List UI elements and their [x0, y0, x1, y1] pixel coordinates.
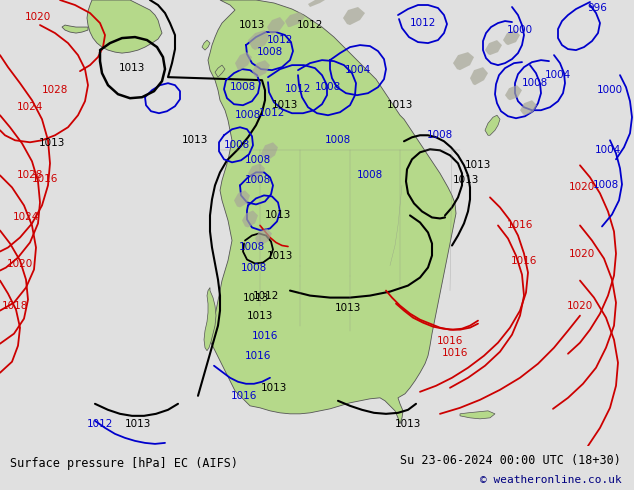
- Polygon shape: [242, 210, 258, 227]
- Polygon shape: [267, 17, 285, 35]
- Text: 1028: 1028: [17, 171, 43, 180]
- Text: 1000: 1000: [507, 25, 533, 35]
- Polygon shape: [460, 411, 495, 419]
- Text: 1016: 1016: [511, 255, 537, 266]
- Text: 1012: 1012: [87, 419, 113, 429]
- Polygon shape: [234, 191, 250, 207]
- Text: 1020: 1020: [7, 259, 33, 269]
- Polygon shape: [453, 52, 474, 70]
- Polygon shape: [520, 100, 537, 115]
- Text: 1008: 1008: [427, 130, 453, 140]
- Polygon shape: [485, 40, 502, 55]
- Polygon shape: [343, 7, 365, 25]
- Text: 1008: 1008: [325, 135, 351, 145]
- Text: 1008: 1008: [241, 263, 267, 272]
- Text: Surface pressure [hPa] EC (AIFS): Surface pressure [hPa] EC (AIFS): [10, 457, 238, 470]
- Polygon shape: [470, 67, 488, 85]
- Polygon shape: [248, 30, 270, 50]
- Text: 1020: 1020: [25, 12, 51, 22]
- Text: 1013: 1013: [239, 20, 265, 30]
- Text: 996: 996: [587, 3, 607, 13]
- Text: 1012: 1012: [410, 18, 436, 28]
- Text: 1013: 1013: [261, 383, 287, 393]
- Text: 1012: 1012: [297, 20, 323, 30]
- Text: 1012: 1012: [267, 35, 293, 45]
- Text: 1016: 1016: [252, 331, 278, 341]
- Text: 1020: 1020: [567, 301, 593, 311]
- Polygon shape: [285, 12, 305, 27]
- Text: 1000: 1000: [597, 85, 623, 95]
- Text: 1024: 1024: [13, 213, 39, 222]
- Text: 1016: 1016: [442, 348, 468, 358]
- Text: 1004: 1004: [345, 65, 371, 75]
- Polygon shape: [215, 65, 225, 77]
- Text: 1016: 1016: [437, 336, 463, 345]
- Text: 1016: 1016: [245, 351, 271, 361]
- Polygon shape: [255, 228, 272, 245]
- Text: 1013: 1013: [39, 138, 65, 148]
- Text: 1024: 1024: [17, 102, 43, 112]
- Text: 1013: 1013: [119, 63, 145, 73]
- Text: 1008: 1008: [357, 171, 383, 180]
- Polygon shape: [485, 115, 500, 135]
- Text: 1013: 1013: [453, 175, 479, 185]
- Text: 1013: 1013: [265, 210, 291, 221]
- Text: 1008: 1008: [224, 140, 250, 150]
- Text: 1008: 1008: [522, 78, 548, 88]
- Text: 1013: 1013: [395, 419, 421, 429]
- Text: 1013: 1013: [272, 100, 298, 110]
- Text: © weatheronline.co.uk: © weatheronline.co.uk: [479, 475, 621, 485]
- Polygon shape: [204, 288, 216, 351]
- Text: 1013: 1013: [465, 160, 491, 171]
- Text: 1013: 1013: [182, 135, 208, 145]
- Text: 1008: 1008: [239, 243, 265, 252]
- Text: 1013: 1013: [267, 250, 293, 261]
- Polygon shape: [252, 60, 270, 77]
- Polygon shape: [503, 30, 520, 45]
- Polygon shape: [248, 163, 265, 180]
- Text: 1013: 1013: [247, 311, 273, 320]
- Text: 1016: 1016: [32, 174, 58, 184]
- Text: 1008: 1008: [230, 82, 256, 92]
- Text: 1008: 1008: [235, 110, 261, 120]
- Text: 1013: 1013: [387, 100, 413, 110]
- Polygon shape: [308, 0, 325, 7]
- Text: 1008: 1008: [245, 155, 271, 165]
- Text: 1008: 1008: [593, 180, 619, 191]
- Text: Su 23-06-2024 00:00 UTC (18+30): Su 23-06-2024 00:00 UTC (18+30): [401, 454, 621, 466]
- Polygon shape: [505, 85, 522, 100]
- Polygon shape: [62, 25, 88, 33]
- Polygon shape: [235, 52, 252, 70]
- Text: 1013: 1013: [125, 419, 151, 429]
- Text: 1008: 1008: [315, 82, 341, 92]
- Text: 1012: 1012: [259, 108, 285, 118]
- Polygon shape: [202, 40, 210, 50]
- Text: 1004: 1004: [545, 70, 571, 80]
- Text: 1016: 1016: [507, 220, 533, 230]
- Text: 1020: 1020: [569, 182, 595, 193]
- Text: 1020: 1020: [569, 248, 595, 259]
- Polygon shape: [261, 142, 278, 160]
- Text: 1012: 1012: [285, 84, 311, 94]
- Text: 1028: 1028: [42, 85, 68, 95]
- Text: 1013: 1013: [243, 293, 269, 303]
- Polygon shape: [208, 0, 456, 424]
- Polygon shape: [87, 0, 162, 53]
- Text: 1012: 1012: [253, 291, 279, 300]
- Text: 1008: 1008: [245, 175, 271, 185]
- Text: 1008: 1008: [257, 47, 283, 57]
- Text: 1013: 1013: [335, 303, 361, 313]
- Text: 1004: 1004: [595, 146, 621, 155]
- Text: 1016: 1016: [231, 391, 257, 401]
- Text: 1018: 1018: [2, 301, 28, 311]
